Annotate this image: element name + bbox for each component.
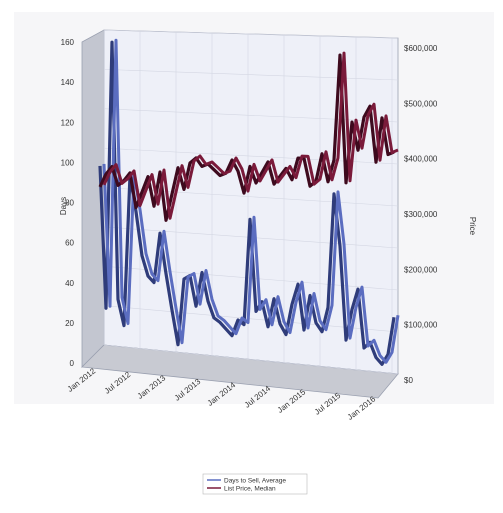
series-lines xyxy=(98,38,400,366)
y2-tick-label: $500,000 xyxy=(404,99,438,108)
y-tick-label: 0 xyxy=(70,359,75,368)
grid-line-h xyxy=(103,69,399,81)
series-line-shadow xyxy=(98,40,396,366)
y-axis-title: Days xyxy=(59,197,68,215)
legend-label-price: List Price, Median xyxy=(224,486,276,493)
y2-tick-label: $600,000 xyxy=(404,44,438,53)
y2-tick-label: $400,000 xyxy=(404,155,438,164)
grid-line-h xyxy=(103,108,399,123)
grid-line-h xyxy=(103,29,399,39)
y-tick-label: 160 xyxy=(61,38,75,47)
grid-line-h xyxy=(103,187,399,207)
y-tick-label: 60 xyxy=(65,239,74,248)
grid-line-h xyxy=(103,344,399,375)
y2-tick-label: $200,000 xyxy=(404,265,438,274)
y-tick-label: 40 xyxy=(65,279,74,288)
y2-tick-label: $0 xyxy=(404,376,413,385)
legend-box xyxy=(202,473,308,495)
y-tick-label: 80 xyxy=(65,199,74,208)
series-line xyxy=(102,38,400,364)
legend-label-days: Days to Sell, Average xyxy=(224,478,286,485)
y-tick-label: 120 xyxy=(61,118,75,127)
y2-axis-ticks: $0 $100,000 $200,000 $300,000 $400,000 $500,0… xyxy=(404,44,438,385)
series-line xyxy=(102,51,399,220)
y-tick-label: 20 xyxy=(65,319,74,328)
y-axis-ticks: 0 20 40 60 80 100 120 140 160 xyxy=(61,38,75,368)
y2-tick-label: $100,000 xyxy=(404,321,438,330)
y-tick-label: 140 xyxy=(61,78,75,87)
y2-tick-label: $300,000 xyxy=(404,210,438,219)
legend: Days to Sell, Average List Price, Median xyxy=(202,473,308,495)
y2-axis-title: Price xyxy=(468,217,477,236)
y-tick-label: 100 xyxy=(61,158,75,167)
